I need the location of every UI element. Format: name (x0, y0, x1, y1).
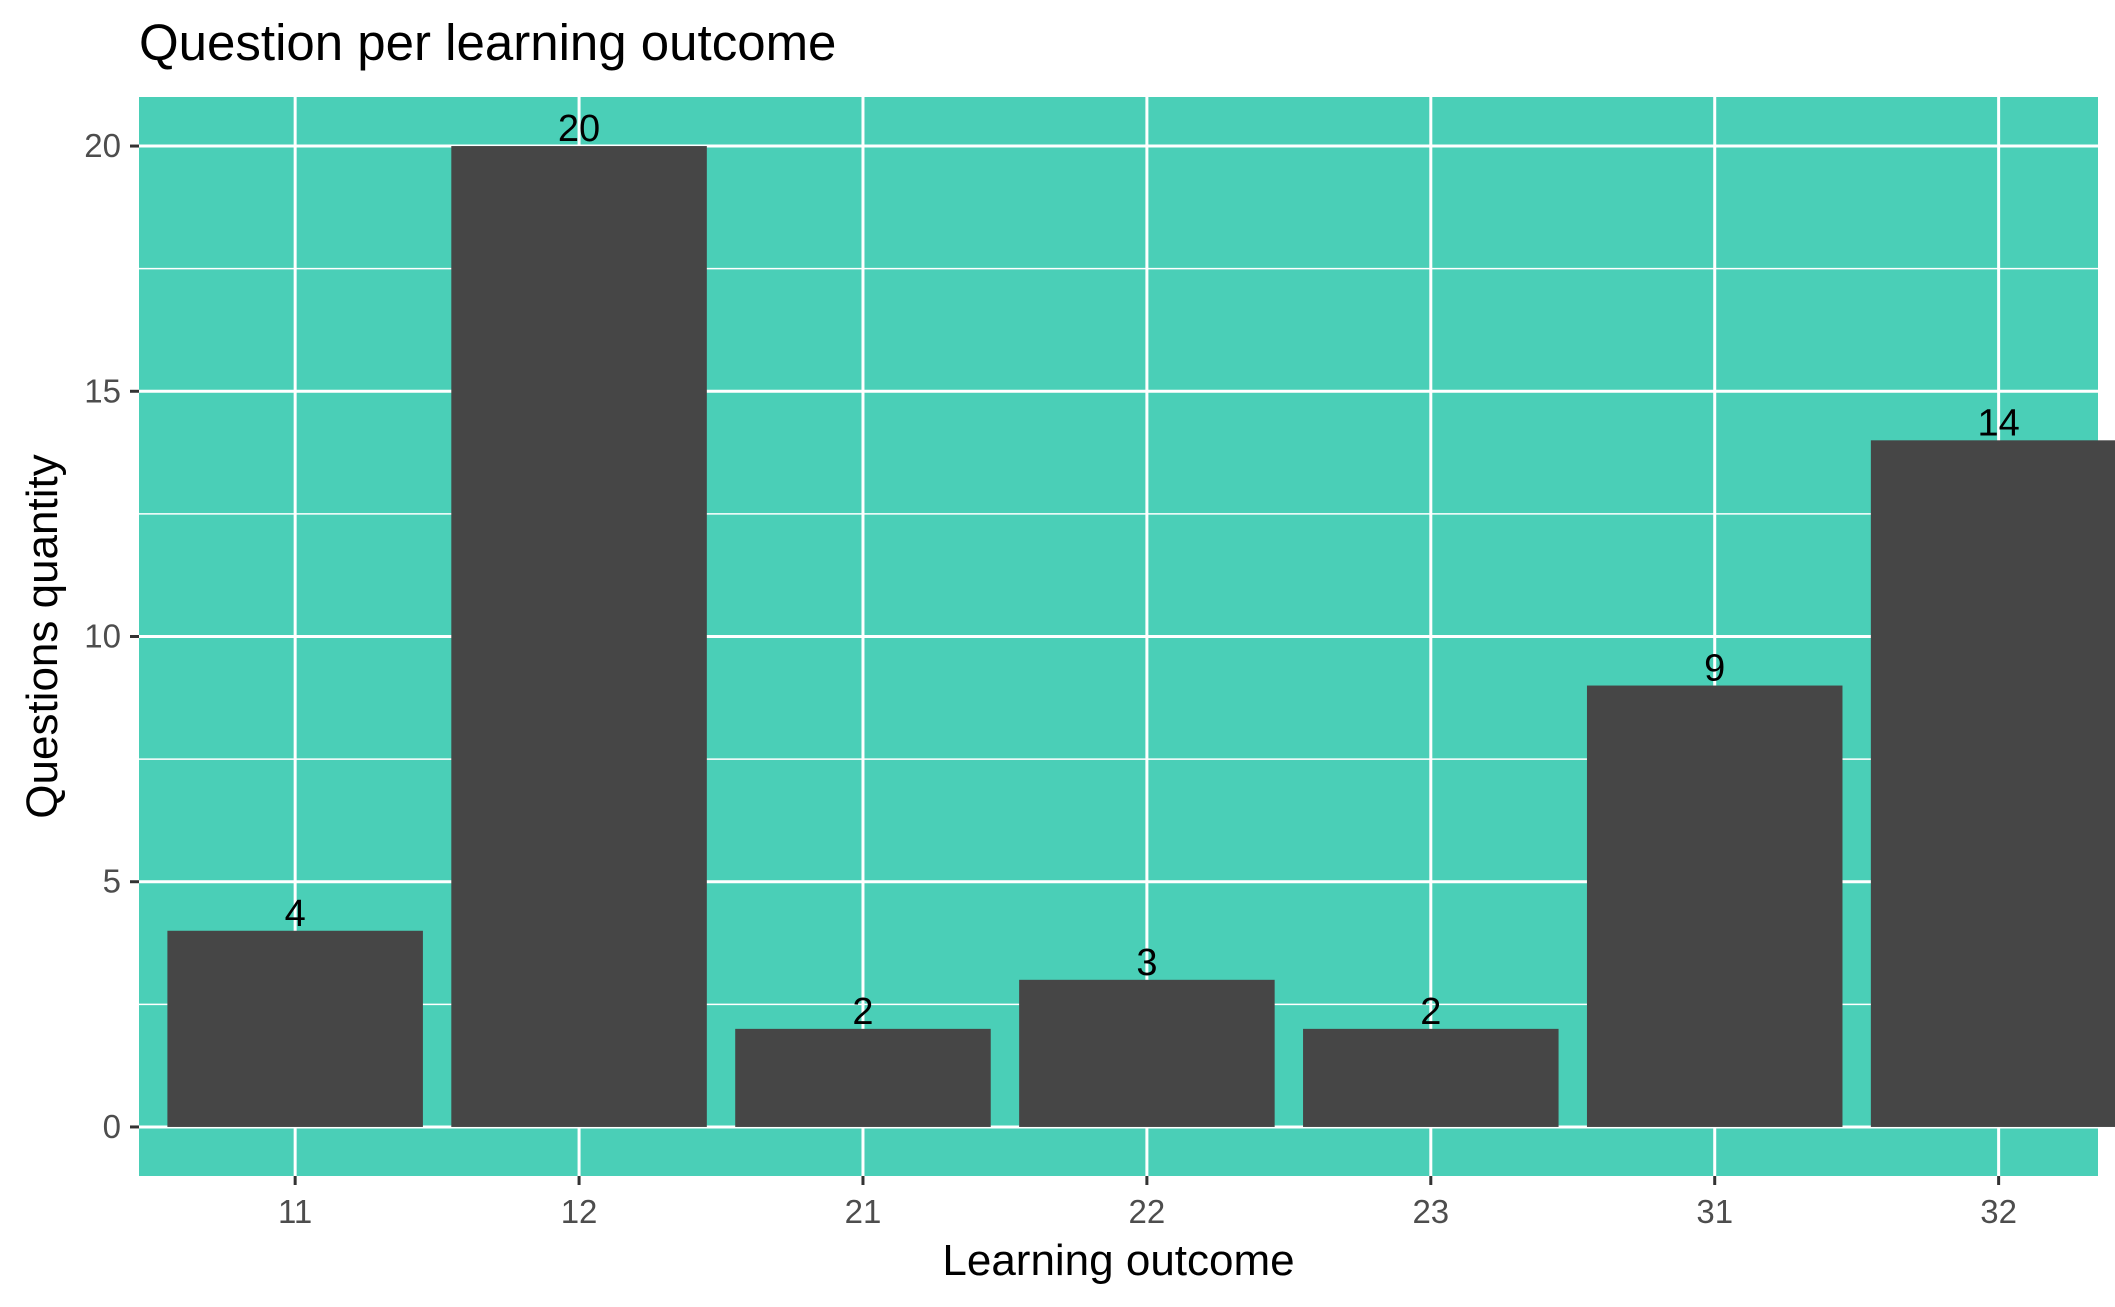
x-tick-label: 32 (1980, 1193, 2017, 1230)
y-tick-label: 20 (84, 127, 121, 164)
y-tick-label: 0 (103, 1108, 121, 1145)
chart-title: Question per learning outcome (139, 14, 836, 71)
bar-value-label: 3 (1136, 942, 1157, 984)
bar-23 (1303, 1028, 1559, 1127)
x-tick-label: 22 (1129, 1193, 1166, 1230)
bar-value-label: 14 (1977, 402, 2019, 444)
y-axis: 0 5 10 15 20 (84, 127, 139, 1145)
bar-value-label: 2 (1420, 991, 1441, 1033)
bar-21 (735, 1028, 991, 1127)
x-tick-label: 23 (1412, 1193, 1449, 1230)
bar-22 (1019, 979, 1275, 1127)
x-tick-label: 21 (845, 1193, 882, 1230)
bar-value-label: 20 (558, 108, 600, 150)
bar-12 (451, 146, 707, 1127)
y-tick-label: 15 (84, 372, 121, 409)
bars (167, 146, 2115, 1127)
y-tick-label: 10 (84, 618, 121, 655)
bar-value-labels: 4 20 2 3 2 9 14 (285, 108, 2020, 1033)
y-axis-title: Questions quantity (18, 454, 67, 818)
bar-11 (167, 930, 423, 1127)
bar-31 (1586, 685, 1843, 1127)
bar-value-label: 4 (285, 893, 306, 935)
x-tick-label: 11 (278, 1193, 312, 1230)
bar-32 (1870, 440, 2115, 1127)
x-axis-title: Learning outcome (942, 1236, 1294, 1285)
bar-value-label: 2 (852, 991, 873, 1033)
x-axis: 11 12 21 22 23 31 32 (278, 1176, 2017, 1230)
x-tick-label: 31 (1696, 1193, 1733, 1230)
x-tick-label: 12 (561, 1193, 598, 1230)
bar-value-label: 9 (1704, 648, 1725, 690)
y-tick-label: 5 (103, 863, 121, 900)
